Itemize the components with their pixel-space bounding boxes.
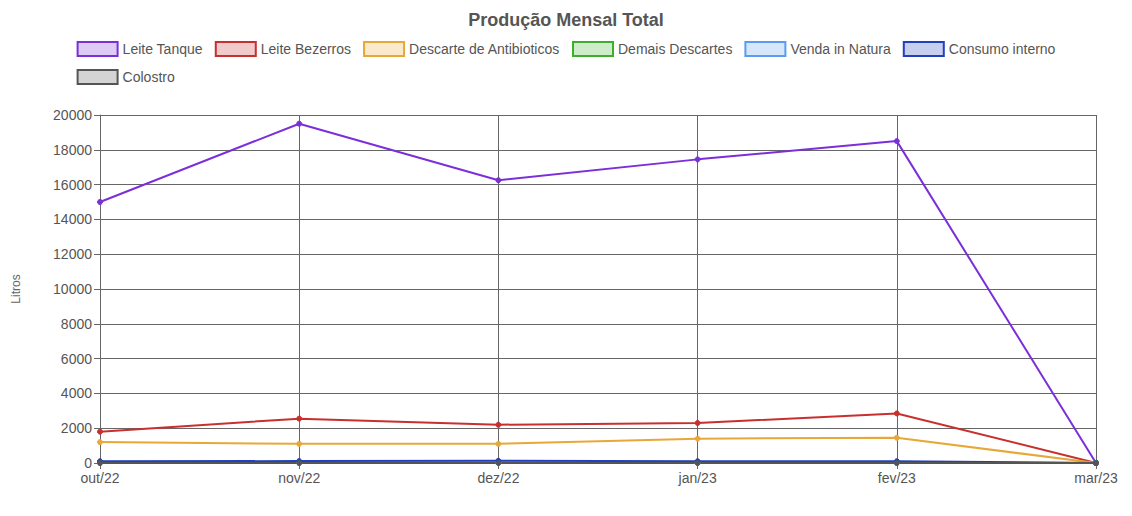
svg-text:dez/22: dez/22: [477, 470, 519, 486]
svg-text:nov/22: nov/22: [278, 470, 320, 486]
svg-text:fev/23: fev/23: [878, 470, 916, 486]
svg-text:10000: 10000: [53, 281, 92, 297]
svg-text:16000: 16000: [53, 177, 92, 193]
svg-text:2000: 2000: [61, 420, 92, 436]
svg-text:Leite Tanque: Leite Tanque: [123, 41, 203, 57]
svg-text:8000: 8000: [61, 316, 92, 332]
svg-text:12000: 12000: [53, 246, 92, 262]
svg-text:6000: 6000: [61, 351, 92, 367]
svg-text:4000: 4000: [61, 385, 92, 401]
svg-text:Colostro: Colostro: [123, 69, 175, 85]
svg-text:Venda in Natura: Venda in Natura: [790, 41, 891, 57]
svg-text:Demais Descartes: Demais Descartes: [618, 41, 732, 57]
svg-text:Litros: Litros: [9, 274, 23, 303]
svg-text:0: 0: [84, 455, 92, 471]
svg-text:out/22: out/22: [81, 470, 120, 486]
svg-text:Consumo interno: Consumo interno: [949, 41, 1056, 57]
svg-text:18000: 18000: [53, 142, 92, 158]
svg-text:20000: 20000: [53, 107, 92, 123]
svg-text:jan/23: jan/23: [678, 470, 717, 486]
svg-text:Leite Bezerros: Leite Bezerros: [261, 41, 351, 57]
svg-text:Produção Mensal Total: Produção Mensal Total: [468, 10, 664, 30]
svg-text:Descarte de Antibioticos: Descarte de Antibioticos: [409, 41, 559, 57]
svg-text:14000: 14000: [53, 211, 92, 227]
svg-text:mar/23: mar/23: [1074, 470, 1118, 486]
